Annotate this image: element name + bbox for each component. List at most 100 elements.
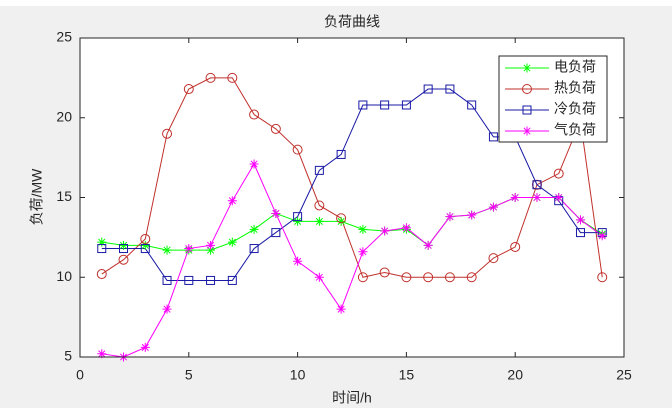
marker bbox=[488, 132, 498, 142]
marker bbox=[271, 208, 281, 218]
marker bbox=[336, 216, 346, 226]
marker bbox=[423, 272, 434, 283]
x-tick-label: 15 bbox=[399, 367, 415, 383]
marker bbox=[467, 210, 477, 220]
marker bbox=[206, 275, 216, 285]
marker bbox=[444, 272, 455, 283]
legend-box bbox=[498, 55, 608, 143]
marker bbox=[97, 244, 107, 254]
marker bbox=[140, 244, 150, 254]
marker bbox=[445, 84, 455, 94]
marker bbox=[249, 159, 259, 169]
y-axis-label: 负荷/MW bbox=[29, 168, 45, 226]
marker bbox=[554, 193, 564, 202]
marker bbox=[467, 100, 477, 110]
marker bbox=[423, 84, 433, 94]
marker bbox=[249, 244, 259, 254]
marker bbox=[423, 240, 433, 250]
y-tick-label: 10 bbox=[56, 268, 72, 284]
marker bbox=[271, 228, 281, 238]
x-tick-label: 20 bbox=[507, 367, 523, 383]
marker bbox=[140, 342, 150, 352]
marker bbox=[401, 272, 412, 283]
marker bbox=[488, 253, 499, 264]
marker bbox=[358, 100, 368, 110]
marker bbox=[227, 275, 237, 285]
toolbar-strip bbox=[0, 0, 672, 6]
marker bbox=[336, 304, 346, 314]
legend-label: 电负荷 bbox=[554, 59, 596, 75]
marker bbox=[522, 105, 532, 115]
marker bbox=[522, 84, 532, 94]
marker bbox=[227, 72, 238, 83]
y-tick-label: 15 bbox=[56, 188, 72, 204]
marker bbox=[510, 241, 521, 252]
marker bbox=[358, 247, 368, 257]
x-tick-label: 10 bbox=[290, 367, 306, 383]
marker bbox=[401, 223, 411, 233]
marker bbox=[445, 212, 455, 222]
x-axis-label: 时间/h bbox=[332, 390, 372, 406]
marker bbox=[380, 100, 390, 110]
y-tick-label: 20 bbox=[56, 108, 72, 124]
marker bbox=[249, 224, 259, 234]
marker bbox=[183, 84, 194, 95]
marker bbox=[293, 256, 303, 266]
marker bbox=[270, 123, 281, 134]
marker bbox=[597, 272, 608, 283]
marker bbox=[379, 267, 390, 278]
marker bbox=[97, 349, 107, 359]
marker bbox=[206, 240, 216, 250]
marker bbox=[466, 272, 477, 283]
marker bbox=[522, 126, 532, 136]
marker bbox=[401, 100, 411, 110]
marker bbox=[597, 231, 607, 241]
marker bbox=[205, 72, 216, 83]
marker bbox=[97, 237, 107, 247]
marker bbox=[314, 165, 324, 175]
marker bbox=[510, 193, 520, 202]
marker bbox=[575, 215, 585, 225]
marker bbox=[293, 212, 303, 222]
marker bbox=[96, 269, 107, 280]
marker bbox=[522, 63, 532, 73]
x-tick-label: 0 bbox=[76, 367, 84, 383]
marker bbox=[184, 244, 194, 254]
marker bbox=[532, 193, 542, 202]
marker bbox=[380, 226, 390, 236]
marker bbox=[119, 244, 129, 254]
marker bbox=[358, 224, 368, 234]
y-tick-label: 5 bbox=[64, 348, 72, 364]
marker bbox=[314, 200, 325, 211]
axes-box bbox=[79, 37, 625, 358]
marker bbox=[119, 240, 129, 250]
marker bbox=[184, 275, 194, 285]
marker bbox=[206, 245, 216, 255]
marker bbox=[293, 216, 303, 226]
marker bbox=[227, 196, 237, 206]
marker bbox=[575, 228, 585, 238]
marker bbox=[140, 233, 151, 244]
legend-label: 冷负荷 bbox=[554, 101, 596, 117]
marker bbox=[314, 272, 324, 282]
marker bbox=[336, 149, 346, 159]
marker bbox=[140, 240, 150, 250]
legend-label: 气负荷 bbox=[554, 122, 596, 138]
chart-title: 负荷曲线 bbox=[324, 14, 380, 30]
x-tick-label: 25 bbox=[616, 367, 632, 383]
marker bbox=[336, 213, 347, 224]
x-tick-label: 5 bbox=[185, 367, 193, 383]
marker bbox=[292, 144, 303, 155]
marker bbox=[162, 275, 172, 285]
marker bbox=[357, 272, 368, 283]
legend-label: 热负荷 bbox=[554, 80, 596, 96]
series-line bbox=[101, 77, 603, 278]
marker bbox=[488, 202, 498, 212]
marker bbox=[162, 128, 173, 139]
marker bbox=[532, 180, 542, 190]
marker bbox=[249, 109, 260, 120]
marker bbox=[162, 245, 172, 255]
marker bbox=[553, 168, 564, 179]
